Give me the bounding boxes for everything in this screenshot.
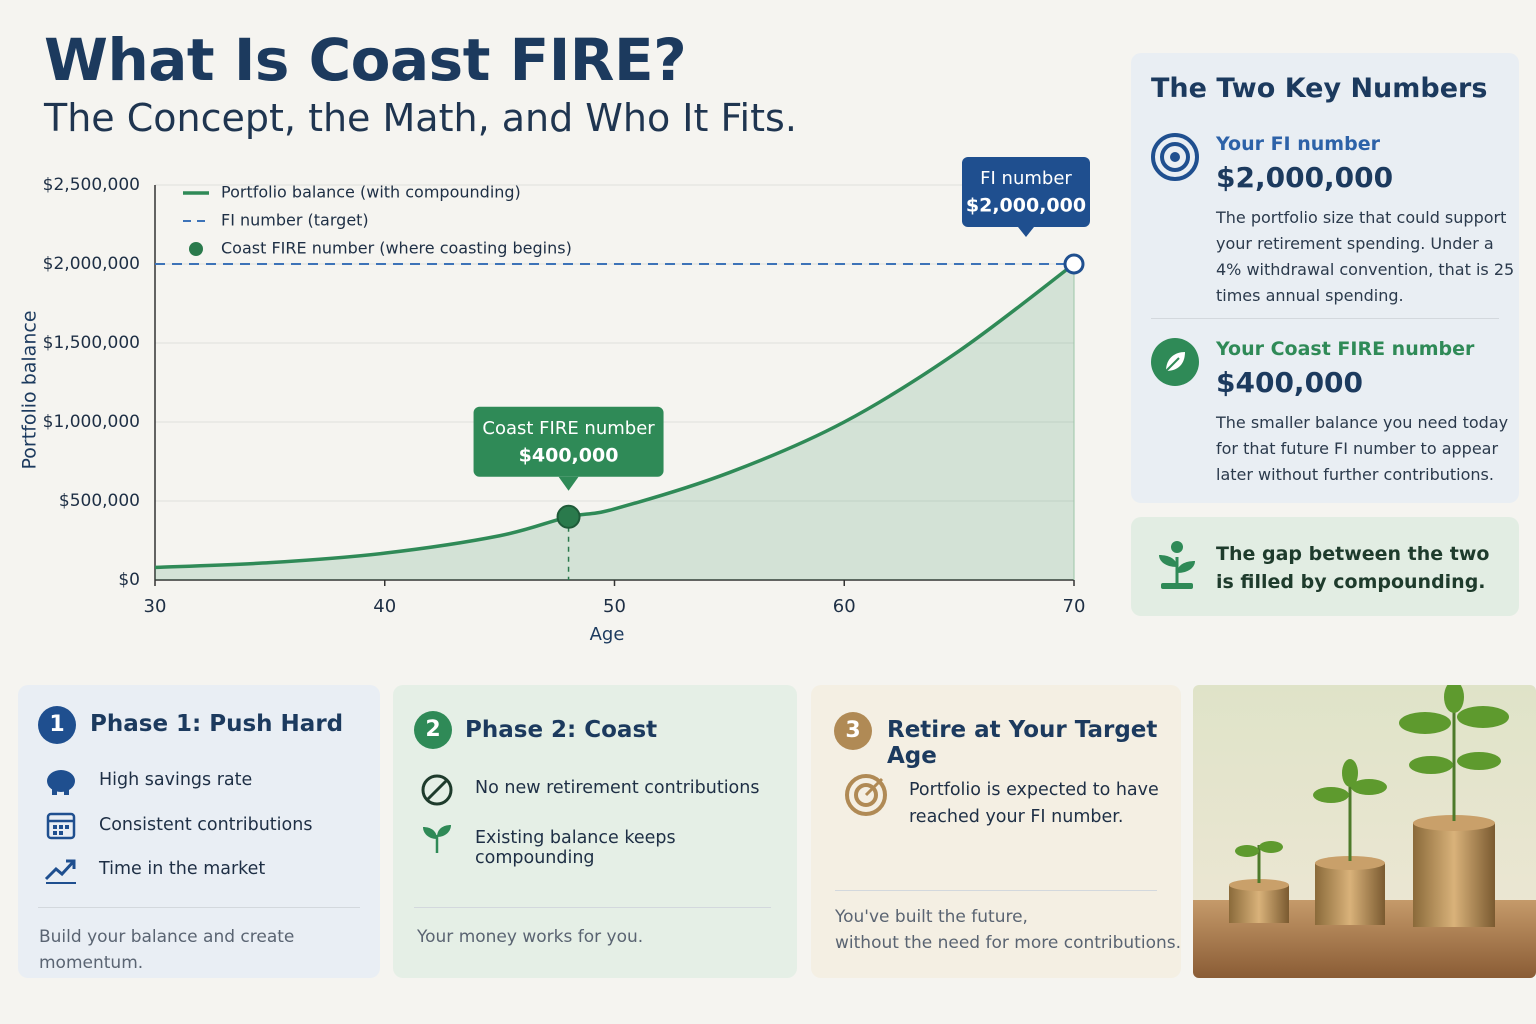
gap-card: The gap between the two is filled by com… <box>1131 517 1519 616</box>
legend-label: Coast FIRE number (where coasting begins… <box>221 239 572 258</box>
chart: Portfolio balance Age $0 $500,000 $1,000,0… <box>19 157 1090 645</box>
callout-title: FI number <box>980 168 1072 189</box>
y-tick-label: $1,500,000 <box>43 333 140 353</box>
phase-title: Retire at Your Target Age <box>887 717 1158 769</box>
y-tick-label: $0 <box>118 570 140 590</box>
calendar-icon <box>46 812 76 840</box>
gap-text: is filled by compounding. <box>1216 571 1486 593</box>
phase-card: 2 Phase 2: Coast No new retirement contr… <box>393 685 797 978</box>
coast-point <box>556 504 581 529</box>
phase-number: 3 <box>834 712 872 750</box>
no-icon <box>421 774 453 806</box>
series-line <box>154 262 1076 570</box>
divider <box>38 907 360 908</box>
phase-title: Phase 1: Push Hard <box>90 711 344 737</box>
x-tick-label: 50 <box>603 596 626 617</box>
x-tick-label: 60 <box>833 596 856 617</box>
y-tick-label: $2,500,000 <box>43 175 140 195</box>
page-title: What Is Coast FIRE? <box>44 26 687 94</box>
key-description: The smaller balance you need today for t… <box>1216 413 1509 484</box>
phase-footer: Your money works for you. <box>417 927 644 947</box>
gap-text: The gap between the two <box>1216 543 1490 565</box>
key-item: Your Coast FIRE number $400,000 The smal… <box>1151 338 1508 498</box>
trend-icon <box>44 859 76 884</box>
legend-label: FI number (target) <box>221 211 369 230</box>
callout-pointer <box>1018 227 1034 237</box>
divider <box>835 890 1157 891</box>
sprout-icon <box>423 825 451 853</box>
phase-item: Existing balance keeps compounding <box>475 828 676 868</box>
phase-number: 2 <box>414 711 452 749</box>
key-value: $400,000 <box>1216 366 1364 399</box>
phase-footer: without the need for more contributions. <box>835 933 1182 953</box>
callout-box <box>473 406 664 477</box>
page-subtitle: The Concept, the Math, and Who It Fits. <box>44 96 797 140</box>
callout-title: Coast FIRE number <box>482 418 655 439</box>
key-value: $2,000,000 <box>1216 161 1394 194</box>
key-item: Your FI number $2,000,000 The portfolio … <box>1151 133 1514 323</box>
phase-footer: Build your balance and create momentum. <box>39 927 295 973</box>
legend-label: Portfolio balance (with compounding) <box>221 183 521 202</box>
card-title: The Two Key Numbers <box>1151 73 1488 104</box>
callout-box <box>962 157 1090 227</box>
goal-icon <box>845 774 887 816</box>
key-numbers-card: The Two Key Numbers Your FI number $2,00… <box>1131 53 1519 503</box>
x-tick-label: 70 <box>1063 596 1086 617</box>
key-description: The portfolio size that could support yo… <box>1216 208 1515 305</box>
callout-value: $2,000,000 <box>966 195 1086 217</box>
phase-card: 1 Phase 1: Push Hard High savings rate C… <box>18 685 380 978</box>
x-axis-label: Age <box>590 624 625 645</box>
phase-title: Phase 2: Coast <box>465 717 658 743</box>
leaf-icon <box>1151 338 1199 386</box>
legend-swatch <box>189 242 203 256</box>
target-icon <box>1151 133 1199 181</box>
illustration <box>1193 685 1536 978</box>
phase-item: Consistent contributions <box>99 815 313 835</box>
phase-item: Portfolio is expected to have reached yo… <box>909 780 1159 827</box>
piggy-icon <box>47 770 75 795</box>
phase-card: 3 Retire at Your Target Age Portfolio is… <box>811 685 1181 978</box>
phase-number: 1 <box>38 706 76 744</box>
y-tick-label: $2,000,000 <box>43 254 140 274</box>
phase-footer: You've built the future, <box>835 907 1028 927</box>
phase-item: High savings rate <box>99 770 253 790</box>
phase-item: Time in the market <box>99 859 266 879</box>
y-tick-label: $1,000,000 <box>43 412 140 432</box>
divider <box>1151 318 1499 319</box>
area <box>155 264 1074 580</box>
reference-marker <box>1063 253 1085 275</box>
callout-pointer <box>558 476 579 491</box>
sprout-icon <box>1159 541 1195 589</box>
x-tick-label: 40 <box>373 596 396 617</box>
callout-value: $400,000 <box>519 444 619 466</box>
phase-item: No new retirement contributions <box>475 778 760 798</box>
y-tick-label: $500,000 <box>59 491 140 511</box>
key-label: Your Coast FIRE number <box>1216 338 1475 360</box>
x-tick-label: 30 <box>144 596 167 617</box>
divider <box>414 907 771 908</box>
key-label: Your FI number <box>1216 133 1380 155</box>
y-axis-label: Portfolio balance <box>19 310 41 469</box>
